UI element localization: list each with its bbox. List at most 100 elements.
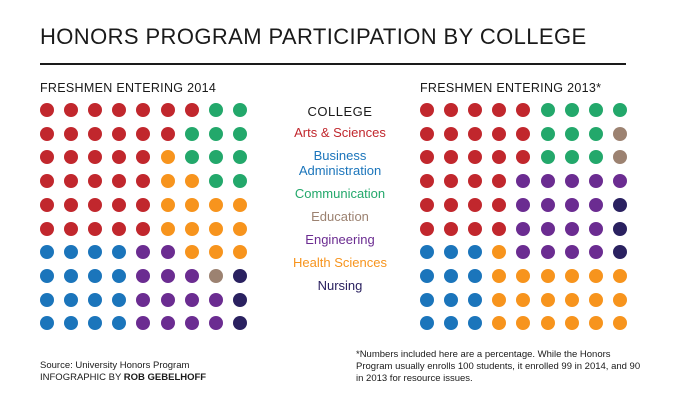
waffle-dot-education — [612, 150, 627, 165]
waffle-dot-health — [564, 268, 579, 283]
waffle-dot-health — [160, 150, 175, 165]
waffle-dot-arts — [468, 150, 483, 165]
waffle-dot-health — [208, 245, 223, 260]
waffle-dot-nursing — [232, 316, 247, 331]
waffle-dot-communication — [184, 126, 199, 141]
waffle-dot-health — [540, 316, 555, 331]
waffle-dot-communication — [232, 126, 247, 141]
waffle-dot-engineering — [208, 316, 223, 331]
waffle-dot-arts — [492, 103, 507, 117]
waffle-dot-health — [612, 316, 627, 331]
waffle-dot-arts — [136, 150, 151, 165]
waffle-dot-health — [564, 316, 579, 331]
waffle-dot-health — [540, 292, 555, 307]
waffle-dot-arts — [112, 150, 127, 165]
waffle-dot-health — [492, 268, 507, 283]
waffle-dot-education — [208, 268, 223, 283]
waffle-dot-arts — [420, 221, 434, 236]
waffle-dot-arts — [136, 103, 151, 117]
waffle-dot-health — [208, 221, 223, 236]
waffle-dot-education — [612, 126, 627, 141]
waffle-dot-business — [88, 245, 103, 260]
chart-title: HONORS PROGRAM PARTICIPATION BY COLLEGE — [40, 24, 587, 49]
waffle-dot-engineering — [564, 245, 579, 260]
waffle-dot-arts — [160, 103, 175, 117]
waffle-dot-communication — [208, 126, 223, 141]
waffle-dot-arts — [420, 197, 434, 212]
waffle-dot-arts — [492, 197, 507, 212]
waffle-dot-business — [444, 292, 459, 307]
waffle-dot-business — [40, 292, 54, 307]
waffle-dot-health — [612, 292, 627, 307]
waffle-dot-engineering — [160, 292, 175, 307]
waffle-dot-engineering — [540, 197, 555, 212]
waffle-dot-communication — [208, 174, 223, 189]
waffle-dot-engineering — [564, 197, 579, 212]
waffle-dot-communication — [564, 103, 579, 117]
legend-item-nursing: Nursing — [317, 278, 363, 293]
waffle-dot-arts — [88, 174, 103, 189]
waffle-dot-arts — [468, 174, 483, 189]
waffle-dot-arts — [88, 103, 103, 117]
waffle-dot-arts — [64, 126, 79, 141]
waffle-dot-arts — [444, 221, 459, 236]
waffle-dot-health — [564, 292, 579, 307]
waffle-dot-arts — [444, 174, 459, 189]
waffle-dot-business — [112, 292, 127, 307]
waffle-dot-business — [468, 292, 483, 307]
waffle-dot-arts — [64, 150, 79, 165]
waffle-dot-arts — [88, 197, 103, 212]
legend-item-communication: Communication — [294, 186, 386, 201]
waffle-dot-arts — [420, 150, 434, 165]
waffle-dot-health — [160, 174, 175, 189]
waffle-dot-engineering — [564, 221, 579, 236]
waffle-dot-business — [444, 245, 459, 260]
footnote: *Numbers included here are a percentage.… — [356, 349, 641, 384]
waffle-dot-health — [184, 245, 199, 260]
waffle-dot-nursing — [232, 268, 247, 283]
waffle-dot-health — [588, 316, 603, 331]
waffle-dot-communication — [564, 150, 579, 165]
waffle-dot-arts — [136, 126, 151, 141]
waffle-dot-business — [112, 316, 127, 331]
waffle-dot-business — [112, 245, 127, 260]
waffle-dot-communication — [232, 174, 247, 189]
waffle-dot-arts — [160, 126, 175, 141]
waffle-dot-business — [64, 245, 79, 260]
waffle-dot-arts — [516, 150, 531, 165]
waffle-dot-engineering — [136, 268, 151, 283]
waffle-dot-arts — [492, 126, 507, 141]
waffle-dot-engineering — [516, 197, 531, 212]
waffle-dot-engineering — [564, 174, 579, 189]
waffle-dot-arts — [112, 174, 127, 189]
waffle-dot-engineering — [160, 245, 175, 260]
waffle-dot-business — [88, 316, 103, 331]
waffle-dot-communication — [540, 103, 555, 117]
waffle-dot-arts — [136, 197, 151, 212]
waffle-dot-arts — [64, 197, 79, 212]
waffle-dot-arts — [40, 197, 54, 212]
waffle-dot-arts — [112, 197, 127, 212]
legend-item-health: Health Sciences — [293, 255, 387, 270]
waffle-dot-communication — [588, 150, 603, 165]
title-divider — [40, 63, 626, 65]
waffle-dot-business — [40, 268, 54, 283]
legend-item-business: Business Administration — [298, 148, 382, 178]
waffle-dot-health — [516, 292, 531, 307]
waffle-dot-health — [232, 245, 247, 260]
waffle-dot-communication — [232, 103, 247, 117]
waffle-dot-engineering — [184, 268, 199, 283]
waffle-grid-2014 — [37, 100, 257, 331]
waffle-dot-communication — [612, 103, 627, 117]
waffle-dot-communication — [208, 103, 223, 117]
waffle-dot-communication — [540, 150, 555, 165]
waffle-dot-health — [160, 221, 175, 236]
waffle-dot-engineering — [540, 245, 555, 260]
waffle-dot-arts — [136, 174, 151, 189]
waffle-dot-arts — [492, 221, 507, 236]
waffle-dot-nursing — [232, 292, 247, 307]
waffle-dot-arts — [468, 221, 483, 236]
waffle-dot-engineering — [588, 245, 603, 260]
waffle-dot-communication — [184, 150, 199, 165]
waffle-dot-business — [420, 268, 434, 283]
